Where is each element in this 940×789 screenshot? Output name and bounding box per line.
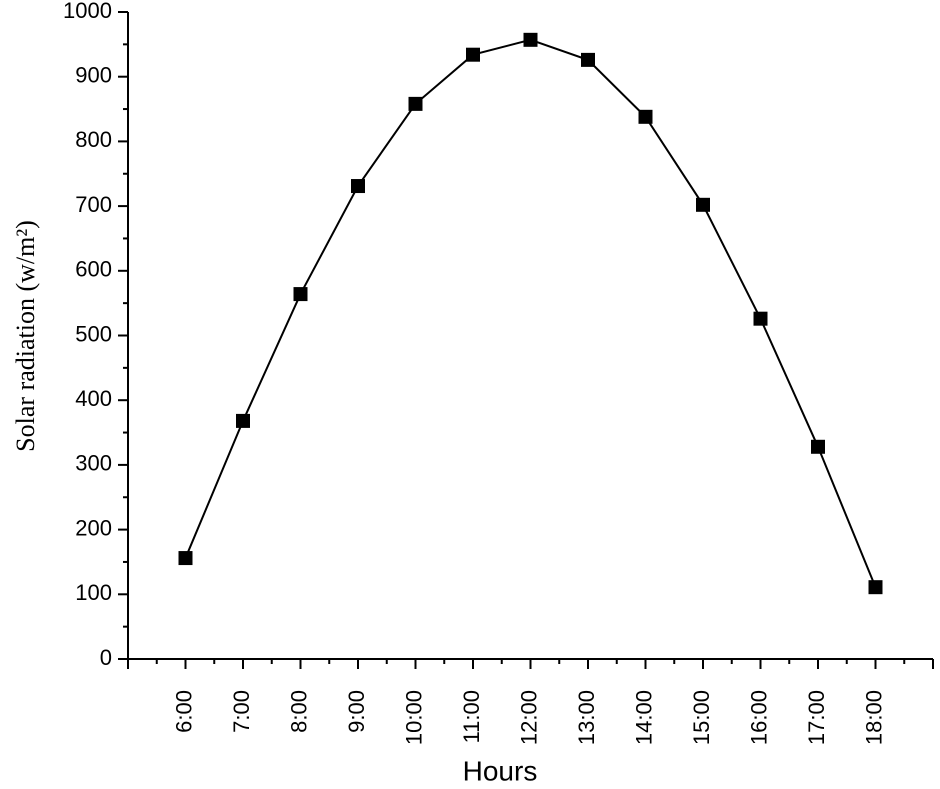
marker: [351, 179, 365, 194]
x-tick-label: 16:00: [746, 690, 771, 745]
marker: [523, 32, 538, 47]
marker: [293, 287, 308, 302]
marker: [408, 96, 423, 111]
y-tick-label: 600: [75, 257, 112, 282]
marker: [236, 413, 250, 428]
x-tick-label: 18:00: [861, 690, 886, 745]
x-tick-label: 9:00: [344, 690, 369, 733]
x-tick-label: 6:00: [171, 690, 196, 733]
marker: [811, 439, 825, 454]
y-tick-label: 0: [100, 645, 112, 670]
x-tick-label: 17:00: [804, 690, 829, 745]
y-tick-label: 800: [75, 127, 112, 152]
y-tick-label: 700: [75, 192, 112, 217]
x-axis-title: Hours: [463, 755, 538, 786]
y-tick-label: 200: [75, 515, 112, 540]
marker: [466, 47, 480, 62]
y-tick-label: 900: [75, 63, 112, 88]
x-tick-label: 15:00: [689, 690, 714, 745]
x-tick-label: 12:00: [516, 690, 541, 745]
y-tick-label: 400: [75, 386, 112, 411]
y-tick-label: 1000: [63, 0, 112, 23]
y-tick-label: 500: [75, 321, 112, 346]
x-tick-label: 14:00: [631, 690, 656, 745]
y-tick-label: 300: [75, 451, 112, 476]
x-tick-label: 8:00: [286, 690, 311, 733]
x-tick-label: 11:00: [459, 690, 484, 743]
marker: [696, 197, 710, 212]
x-tick-label: 7:00: [229, 690, 254, 733]
line: [184, 38, 877, 588]
marker: [868, 580, 883, 595]
x-tick-label: 13:00: [574, 690, 599, 745]
marker: [178, 551, 193, 566]
x-tick-label: 10:00: [401, 690, 426, 745]
marker: [581, 52, 595, 67]
y-axis-title: Solar radiation (w/m²): [11, 220, 40, 452]
y-tick-label: 100: [75, 580, 112, 605]
marker: [753, 311, 768, 326]
marker: [638, 109, 653, 124]
